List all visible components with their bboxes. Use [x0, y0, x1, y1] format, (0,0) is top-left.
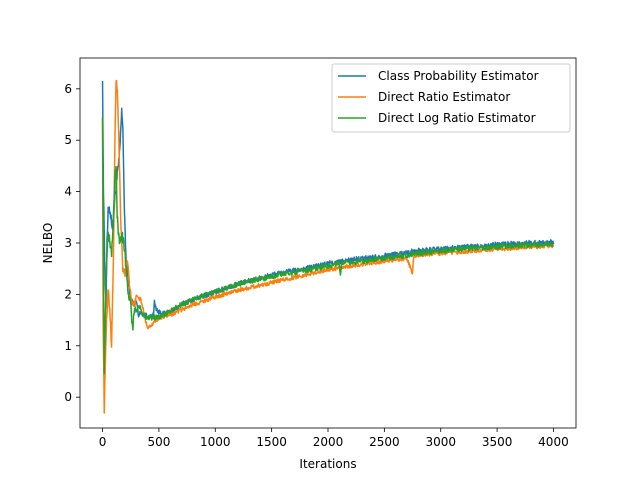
- y-tick-label: 4: [64, 185, 72, 199]
- x-tick-label: 1500: [256, 435, 287, 449]
- x-tick-label: 2500: [369, 435, 400, 449]
- x-tick-label: 2000: [313, 435, 344, 449]
- y-tick-label: 3: [64, 236, 72, 250]
- y-tick-label: 6: [64, 82, 72, 96]
- legend-label: Direct Ratio Estimator: [378, 90, 510, 104]
- y-tick-label: 0: [64, 390, 72, 404]
- x-tick-label: 4000: [538, 435, 569, 449]
- x-tick-label: 3500: [482, 435, 513, 449]
- x-tick-label: 1000: [200, 435, 231, 449]
- y-tick-label: 2: [64, 287, 72, 301]
- y-tick-label: 5: [64, 133, 72, 147]
- x-axis-ticks: 0 500 1000 1500 2000 2500 3000 3500 4000: [99, 428, 569, 449]
- legend: Class Probability Estimator Direct Ratio …: [331, 63, 571, 133]
- series-line: [101, 116, 554, 375]
- series-line: [101, 79, 554, 414]
- x-tick-label: 0: [99, 435, 107, 449]
- legend-frame: [331, 63, 571, 133]
- x-axis-label: Iterations: [299, 457, 356, 471]
- y-axis-ticks: 0 1 2 3 4 5 6: [64, 82, 80, 404]
- legend-label: Direct Log Ratio Estimator: [378, 111, 536, 125]
- series-layer: [101, 79, 555, 414]
- x-tick-label: 500: [147, 435, 170, 449]
- legend-label: Class Probability Estimator: [378, 69, 539, 83]
- y-tick-label: 1: [64, 339, 72, 353]
- y-axis-label: NELBO: [41, 223, 55, 264]
- x-tick-label: 3000: [425, 435, 456, 449]
